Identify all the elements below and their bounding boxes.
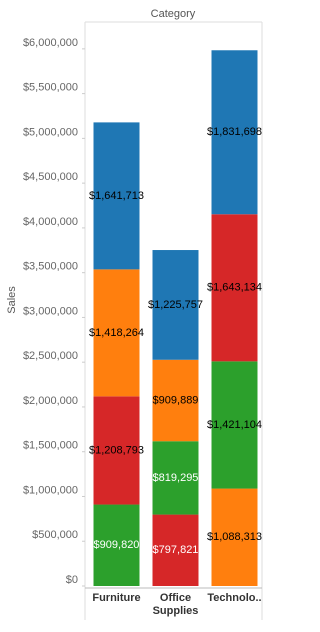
y-tick-label: $500,000 [32, 529, 78, 541]
data-label: $909,820 [94, 539, 140, 551]
bar-segment [93, 504, 140, 586]
x-tick-label: Furniture [92, 592, 141, 604]
y-axis-label: Sales [6, 286, 18, 314]
data-label: $1,641,713 [89, 190, 144, 202]
data-label: $1,088,313 [207, 531, 262, 543]
bar-segment [93, 122, 140, 270]
data-label: $1,208,793 [89, 444, 144, 456]
y-tick-label: $3,000,000 [23, 305, 78, 317]
x-tick-label: Technolo.. [207, 592, 262, 604]
data-label: $1,418,264 [89, 327, 144, 339]
data-label: $1,831,698 [207, 126, 262, 138]
y-tick-label: $1,000,000 [23, 484, 78, 496]
x-tick-label: Office Supplies [152, 592, 199, 617]
bar-segment [152, 441, 199, 515]
data-label: $1,225,757 [148, 299, 203, 311]
bar-segment [93, 269, 140, 397]
bar-segment [211, 361, 258, 489]
y-tick-label: $0 [66, 574, 78, 586]
data-label: $1,421,104 [207, 419, 262, 431]
bar-segment [152, 514, 199, 586]
y-tick-label: $1,500,000 [23, 440, 78, 452]
bar-segment [152, 359, 199, 442]
y-tick-label: $5,000,000 [23, 126, 78, 138]
y-tick-label: $5,500,000 [23, 82, 78, 94]
y-tick-label: $4,500,000 [23, 171, 78, 183]
bar-segment [93, 396, 140, 505]
y-tick-label: $6,000,000 [23, 37, 78, 49]
data-label: $909,889 [153, 394, 199, 406]
bar-segment [211, 214, 258, 362]
data-label: $1,643,134 [207, 282, 262, 294]
chart-title: Category [151, 8, 196, 20]
y-tick-label: $4,000,000 [23, 216, 78, 228]
bar-segment [152, 250, 199, 360]
y-tick-label: $2,500,000 [23, 350, 78, 362]
data-label: $819,295 [153, 472, 199, 484]
chart: Category Sales $0 $500,000 $1,000,000 $1,50… [6, 8, 263, 620]
chart-svg: Category Sales $0 $500,000 $1,000,000 $1,50… [6, 8, 263, 620]
bar-segment [211, 50, 258, 215]
bar-segment [211, 488, 258, 586]
y-tick-label: $3,500,000 [23, 261, 78, 273]
y-tick-label: $2,000,000 [23, 395, 78, 407]
data-label: $797,821 [153, 544, 199, 556]
